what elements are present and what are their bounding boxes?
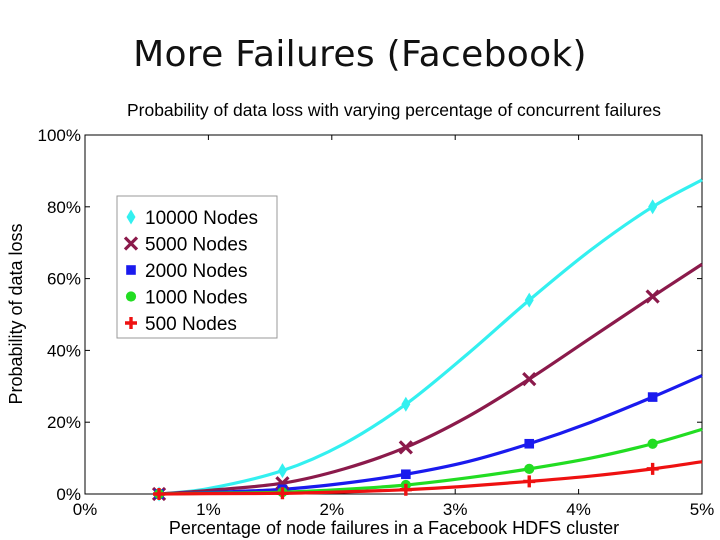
x-tick-label: 3% [443,500,468,519]
data-point-5000-nodes [522,371,537,387]
y-tick-label: 60% [47,270,81,289]
legend-label-5000-nodes: 5000 Nodes [145,235,247,256]
data-point-10000-nodes [401,396,411,412]
x-axis-ticks: 0% 1% 2% 3% 4% 5% [73,135,715,519]
data-point-500-nodes [153,488,166,500]
chart-title: Probability of data loss with varying pe… [127,100,661,120]
x-tick-label: 4% [566,500,591,519]
series-line-500-nodes [159,460,703,496]
legend-label-500-nodes: 500 Nodes [145,314,237,335]
data-point-10000-nodes [524,292,534,308]
x-tick-label: 1% [196,500,221,519]
data-point-500-nodes [399,483,412,496]
y-tick-label: 100% [38,126,81,145]
data-point-5000-nodes [398,440,413,455]
series-line-10000-nodes [158,178,703,496]
legend: 10000 Nodes 5000 Nodes 2000 Nodes 1000 Node… [116,195,278,339]
slide-title: More Failures (Facebook) [133,34,587,75]
legend-marker-2000-nodes [126,265,136,275]
legend-box [116,195,278,339]
y-tick-label: 0% [56,485,81,504]
data-point-500-nodes [276,487,289,500]
x-tick-label: 0% [73,500,98,519]
legend-marker-5000-nodes [123,236,139,251]
x-tick-label: 2% [320,500,345,519]
series-line-1000-nodes [159,427,703,496]
legend-marker-1000-nodes [125,291,137,302]
y-axis-ticks: 0% 20% 40% 60% 80% 100% [38,126,702,504]
data-point-500-nodes [523,475,536,488]
y-tick-label: 80% [47,198,81,217]
y-axis-label: Probability of data loss [6,223,26,404]
data-point-10000-nodes [277,463,287,479]
legend-marker-10000-nodes [126,209,136,225]
legend-label-1000-nodes: 1000 Nodes [145,288,247,309]
x-axis-label: Percentage of node failures in a Faceboo… [169,518,619,538]
series-lines [158,178,703,496]
x-tick-label: 5% [690,500,715,519]
series-line-5000-nodes [158,262,703,496]
data-point-2000-nodes [401,469,411,480]
y-tick-label: 40% [47,341,81,360]
data-point-1000-nodes [524,463,535,474]
series-markers [151,199,660,502]
plot-area-frame [84,134,703,495]
legend-label-2000-nodes: 2000 Nodes [145,261,247,282]
data-point-1000-nodes [647,438,658,449]
data-point-500-nodes [646,462,659,475]
data-point-2000-nodes [524,438,535,449]
y-tick-label: 20% [47,413,81,432]
legend-marker-500-nodes [125,317,137,329]
data-point-10000-nodes [648,199,658,215]
data-point-5000-nodes [645,289,660,304]
legend-label-10000-nodes: 10000 Nodes [145,208,258,229]
data-point-2000-nodes [647,392,658,402]
series-line-2000-nodes [158,374,703,496]
